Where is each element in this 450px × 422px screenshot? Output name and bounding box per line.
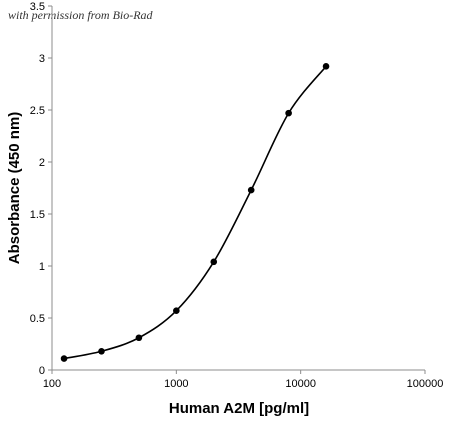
y-tick-label: 2 — [39, 157, 45, 169]
data-point — [210, 258, 218, 266]
x-tick-label: 1000 — [164, 378, 188, 390]
x-tick-label: 100 — [43, 378, 61, 390]
y-tick-label: 1.5 — [30, 209, 45, 221]
data-point — [285, 109, 292, 117]
fitted-curve — [63, 65, 327, 360]
y-axis-title: Absorbance (450 nm) — [6, 112, 23, 265]
y-axis-ticks: 0 0.5 1 1.5 2 2.5 3 3.5 — [30, 1, 52, 377]
x-axis-ticks: 100 1000 10000 100000 — [43, 370, 444, 390]
y-tick-label: 0 — [39, 365, 45, 377]
axes — [51, 6, 425, 371]
x-tick-label: 100000 — [407, 378, 444, 390]
data-point — [98, 347, 105, 355]
data-points — [60, 63, 330, 362]
data-point — [173, 307, 180, 315]
x-axis-title: Human A2M [pg/ml] — [169, 400, 309, 417]
y-tick-label: 1 — [39, 261, 45, 273]
data-point — [322, 63, 330, 70]
data-point — [60, 355, 68, 362]
data-point — [247, 186, 255, 194]
x-tick-label: 10000 — [285, 378, 316, 390]
data-point — [135, 334, 143, 342]
watermark-text: with permission from Bio-Rad — [8, 8, 154, 22]
y-tick-label: 3 — [39, 53, 45, 65]
y-tick-label: 2.5 — [30, 105, 45, 117]
y-tick-label: 3.5 — [30, 1, 45, 13]
y-tick-label: 0.5 — [30, 313, 45, 325]
